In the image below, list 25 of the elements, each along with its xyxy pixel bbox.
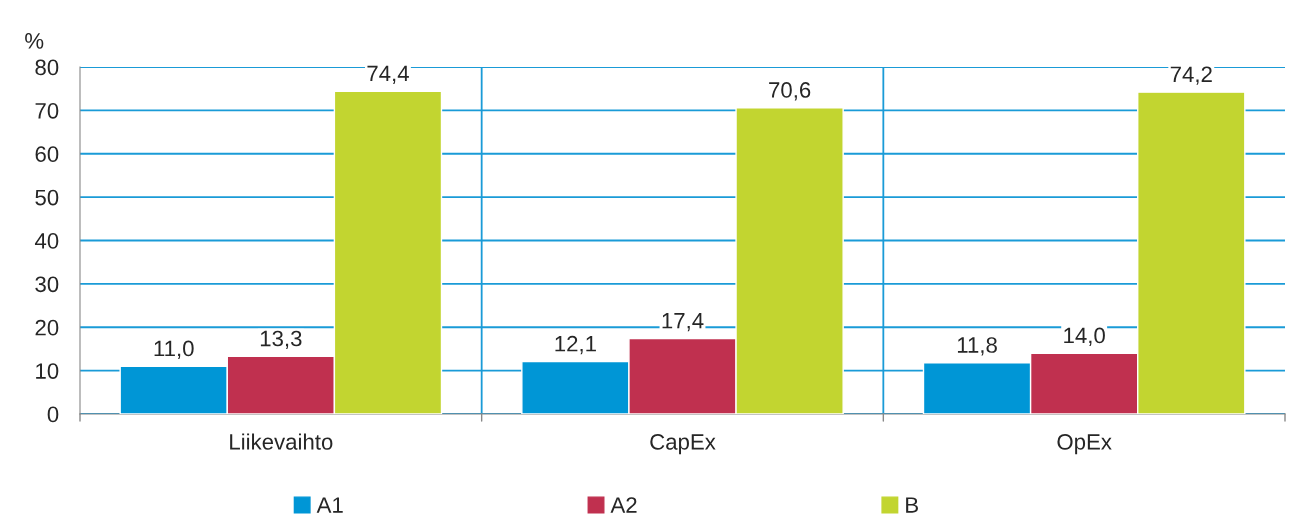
data-label: 17,4 bbox=[662, 313, 704, 332]
data-label: 70,6 bbox=[769, 82, 811, 101]
y-tick-label: 30 bbox=[35, 276, 59, 293]
data-label: 74,4 bbox=[367, 65, 409, 84]
y-tick-label: 0 bbox=[47, 406, 59, 423]
y-tick-label: 50 bbox=[35, 189, 59, 206]
y-tick-label: 40 bbox=[34, 233, 59, 249]
x-tick-label: CapEx bbox=[650, 434, 716, 455]
x-tick-label: OpEx bbox=[1057, 434, 1112, 455]
y-tick-label: 10 bbox=[36, 363, 59, 379]
legend-label: A1 bbox=[316, 497, 343, 513]
y-tick-label: 70 bbox=[35, 102, 59, 119]
data-label: 14,0 bbox=[1064, 327, 1105, 346]
data-label: 11,8 bbox=[957, 337, 997, 356]
legend-label: B bbox=[906, 497, 918, 513]
y-tick-label: 60 bbox=[35, 146, 59, 163]
data-label: 12,1 bbox=[555, 335, 596, 355]
x-tick-label: Liikevaihto bbox=[230, 433, 333, 450]
y-tick-label: 80 bbox=[35, 59, 59, 76]
legend-label: A2 bbox=[610, 497, 637, 513]
data-label: 74,2 bbox=[1170, 66, 1212, 85]
data-label: 13,3 bbox=[260, 330, 302, 349]
y-tick-label: 20 bbox=[35, 319, 59, 336]
data-label: 11,0 bbox=[154, 340, 194, 359]
y-axis-title: % bbox=[25, 33, 44, 49]
